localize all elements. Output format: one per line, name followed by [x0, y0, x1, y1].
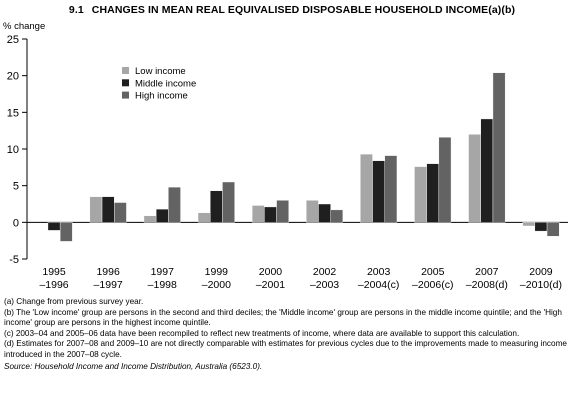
bar-high-income [492, 72, 506, 223]
footnote-a: (a) Change from previous survey year. [4, 297, 144, 306]
bar-high-income [384, 155, 398, 223]
legend-label: Middle income [135, 78, 196, 89]
bar-middle-income [534, 222, 548, 232]
bar-high-income [330, 209, 344, 223]
figure-title-text: CHANGES IN MEAN REAL EQUIVALISED DISPOSA… [91, 4, 516, 16]
bar-middle-income [426, 163, 440, 223]
x-tick-label: 2005 [421, 266, 445, 278]
footnotes: (a) Change from previous survey year. (b… [4, 297, 580, 372]
y-tick-label: 0 [13, 217, 19, 229]
x-tick-label: –1996 [39, 279, 68, 291]
y-tick-label: 25 [7, 34, 19, 46]
bar-low-income [197, 212, 211, 223]
footnote-c: (c) 2003–04 and 2005–06 data have been r… [4, 328, 520, 338]
legend-swatch [122, 79, 129, 87]
x-tick-label: –2010(d) [520, 279, 562, 291]
bar-high-income [222, 181, 235, 223]
y-tick-label: 15 [7, 107, 19, 119]
bar-middle-income [318, 203, 331, 223]
bar-middle-income [155, 208, 169, 223]
x-tick-label: –2003 [310, 279, 339, 291]
footnote-b: (b) The 'Low income' group are persons i… [4, 307, 562, 328]
bar-low-income [89, 196, 103, 223]
bar-middle-income [264, 206, 277, 223]
x-tick-label: 1995 [42, 266, 66, 278]
x-tick-label: –2008(d) [466, 279, 508, 291]
bar-low-income [143, 215, 157, 223]
legend-swatch [122, 91, 129, 99]
bar-middle-income [372, 160, 385, 223]
footnote-d: (d) Estimates for 2007–08 and 2009–10 ar… [4, 339, 567, 359]
bar-low-income [414, 166, 427, 223]
bar-middle-income [101, 196, 115, 223]
y-tick-label: -5 [9, 254, 19, 266]
legend-label: High income [135, 91, 188, 102]
x-tick-label: 2009 [529, 266, 553, 278]
x-tick-label: 1997 [151, 266, 175, 278]
y-axis-label: % change [3, 21, 45, 32]
x-tick-label: –2006(c) [412, 279, 453, 291]
bars-layer [47, 72, 560, 242]
bar-high-income [59, 222, 73, 242]
bar-middle-income [47, 222, 61, 231]
bar-high-income [276, 200, 289, 223]
bar-high-income [438, 137, 452, 223]
x-tick-label: –2000 [202, 279, 231, 291]
bar-high-income [114, 202, 127, 223]
bar-low-income [306, 200, 319, 223]
legend-swatch [122, 67, 129, 74]
x-tick-label: 2002 [313, 266, 337, 278]
y-tick-label: 10 [7, 144, 19, 156]
x-tick-label: –2004(c) [358, 279, 399, 291]
bar-chart: % change -5 0 5 10 15 20 25 1995–1996 1996–1997 19… [3, 21, 568, 291]
x-tick-label: 2003 [367, 266, 391, 278]
x-tick-label: –1997 [94, 279, 123, 291]
x-tick-label: 2007 [475, 266, 499, 278]
x-tick-label: 1996 [96, 266, 120, 278]
x-tick-label: –2001 [256, 279, 285, 291]
legend-label: Low income [135, 66, 186, 77]
bar-low-income [522, 222, 536, 227]
bar-middle-income [210, 190, 223, 223]
bar-high-income [546, 222, 560, 237]
y-tick-label: 5 [13, 181, 19, 193]
chart-title: 9.1 CHANGES IN MEAN REAL EQUIVALISED DISP… [0, 4, 584, 16]
bar-low-income [468, 134, 481, 223]
bar-low-income [360, 153, 373, 223]
bar-high-income [168, 186, 181, 223]
y-tick-label: 20 [7, 71, 19, 83]
x-tick-label: 1999 [205, 266, 229, 278]
figure-number: 9.1 [68, 4, 84, 16]
source-note: Source: Household Income and Income Dist… [4, 361, 263, 371]
x-tick-label: –1998 [148, 279, 177, 291]
axes-layer: % change -5 0 5 10 15 20 25 1995–1996 1996–1997 19… [3, 21, 568, 291]
bar-low-income [251, 205, 265, 223]
x-tick-label: 2000 [259, 266, 283, 278]
bar-middle-income [480, 118, 494, 223]
